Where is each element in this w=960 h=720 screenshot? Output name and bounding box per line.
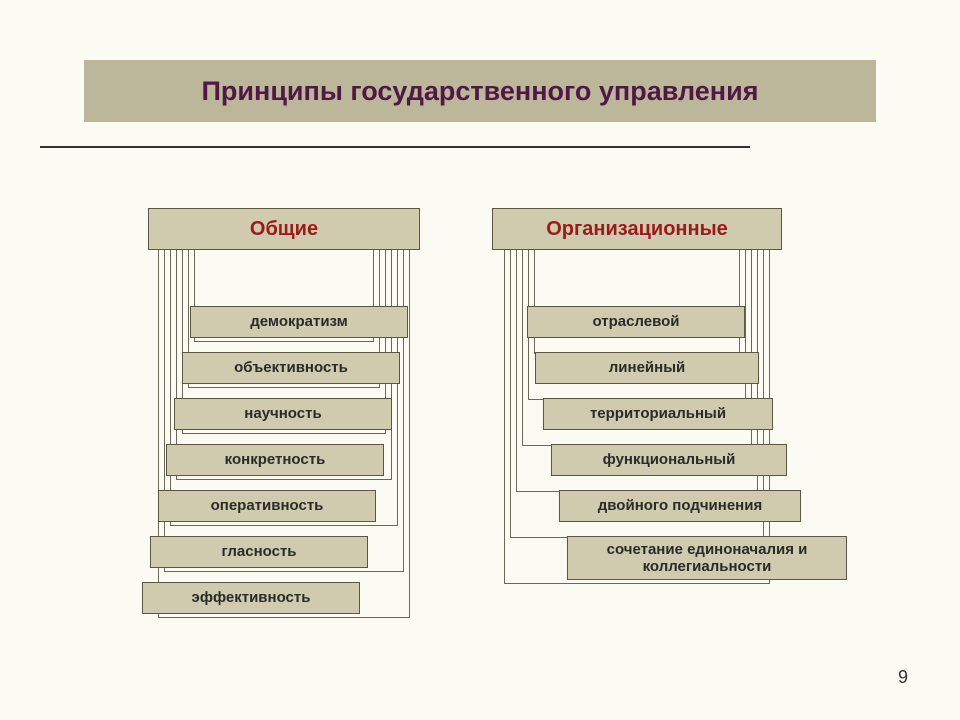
organizational-item: двойного подчинения (559, 490, 801, 522)
organizational-item-label: функциональный (603, 451, 736, 468)
general-item: научность (174, 398, 392, 430)
general-item-label: конкретность (225, 451, 326, 468)
organizational-item-label: двойного подчинения (598, 497, 762, 514)
organizational-item: линейный (535, 352, 759, 384)
organizational-item-label: территориальный (590, 405, 726, 422)
general-item-label: научность (244, 405, 321, 422)
bracket-frame (534, 250, 740, 354)
general-item-label: объективность (234, 359, 348, 376)
organizational-item: функциональный (551, 444, 787, 476)
header-general: Общие (148, 208, 420, 250)
header-general-label: Общие (250, 218, 318, 241)
divider (40, 146, 750, 148)
general-item: демократизм (190, 306, 408, 338)
organizational-item-label: отраслевой (592, 313, 679, 330)
general-item-label: гласность (221, 543, 296, 560)
page-title: Принципы государственного управления (202, 76, 759, 107)
general-item: эффективность (142, 582, 360, 614)
title-bar: Принципы государственного управления (84, 60, 876, 122)
general-item: объективность (182, 352, 400, 384)
general-item-label: эффективность (192, 589, 311, 606)
general-item: конкретность (166, 444, 384, 476)
general-item-label: оперативность (211, 497, 324, 514)
organizational-item-label: линейный (609, 359, 685, 376)
page-number: 9 (898, 667, 908, 688)
header-organizational-label: Организационные (546, 218, 728, 241)
organizational-item-label: сочетание единоначалия и коллегиальности (576, 541, 838, 576)
organizational-item: территориальный (543, 398, 773, 430)
general-item: гласность (150, 536, 368, 568)
organizational-item: сочетание единоначалия и коллегиальности (567, 536, 847, 580)
general-item: оперативность (158, 490, 376, 522)
general-item-label: демократизм (250, 313, 348, 330)
header-organizational: Организационные (492, 208, 782, 250)
organizational-item: отраслевой (527, 306, 745, 338)
